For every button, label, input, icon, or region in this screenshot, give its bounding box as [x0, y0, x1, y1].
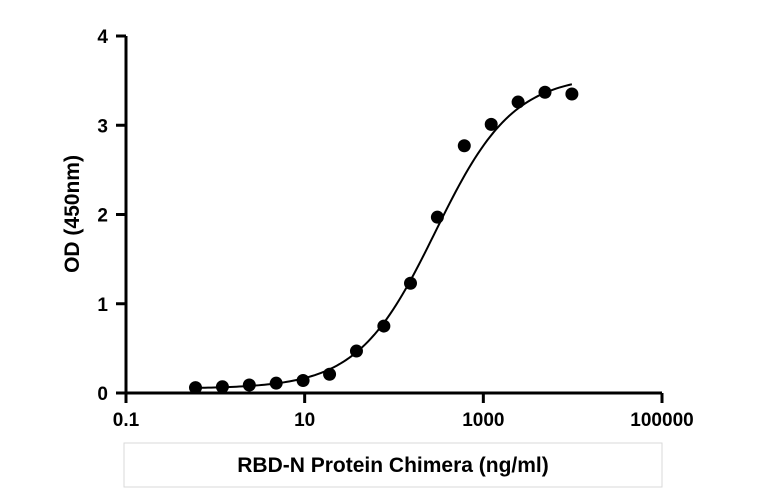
data-point: [484, 117, 498, 131]
data-point: [538, 85, 552, 99]
x-tick-label: 1000: [462, 410, 504, 431]
data-point: [565, 87, 579, 101]
data-point: [377, 319, 391, 333]
fit-curve: [195, 83, 573, 389]
x-tick-label: 100000: [630, 410, 693, 431]
data-point: [323, 367, 337, 381]
data-point: [269, 376, 283, 390]
data-point: [511, 95, 525, 109]
data-point: [430, 210, 444, 224]
axes: [124, 36, 662, 395]
x-label-box-group: [123, 442, 663, 488]
data-points: [189, 85, 579, 395]
data-point: [403, 276, 417, 290]
data-point: [189, 381, 203, 395]
y-tick-label: 4: [97, 27, 108, 48]
data-point: [296, 374, 310, 388]
x-tick-label: 0.1: [113, 410, 140, 431]
y-axis-title: OD (450nm): [61, 155, 84, 273]
data-point: [242, 378, 256, 392]
x-ticks: 0.1 10 1000 100000: [113, 393, 694, 431]
y-tick-label: 2: [97, 206, 108, 227]
x-tick-label: 10: [294, 410, 315, 431]
y-ticks: 0 1 2 3 4: [97, 27, 126, 405]
data-point: [349, 344, 363, 358]
data-point: [215, 380, 229, 394]
x-label-box: [123, 442, 663, 488]
y-tick-label: 3: [97, 116, 108, 137]
y-tick-label: 0: [97, 384, 108, 405]
x-axis-title: RBD-N Protein Chimera (ng/ml): [237, 454, 549, 477]
y-tick-label: 1: [97, 295, 108, 316]
data-point: [457, 139, 471, 153]
